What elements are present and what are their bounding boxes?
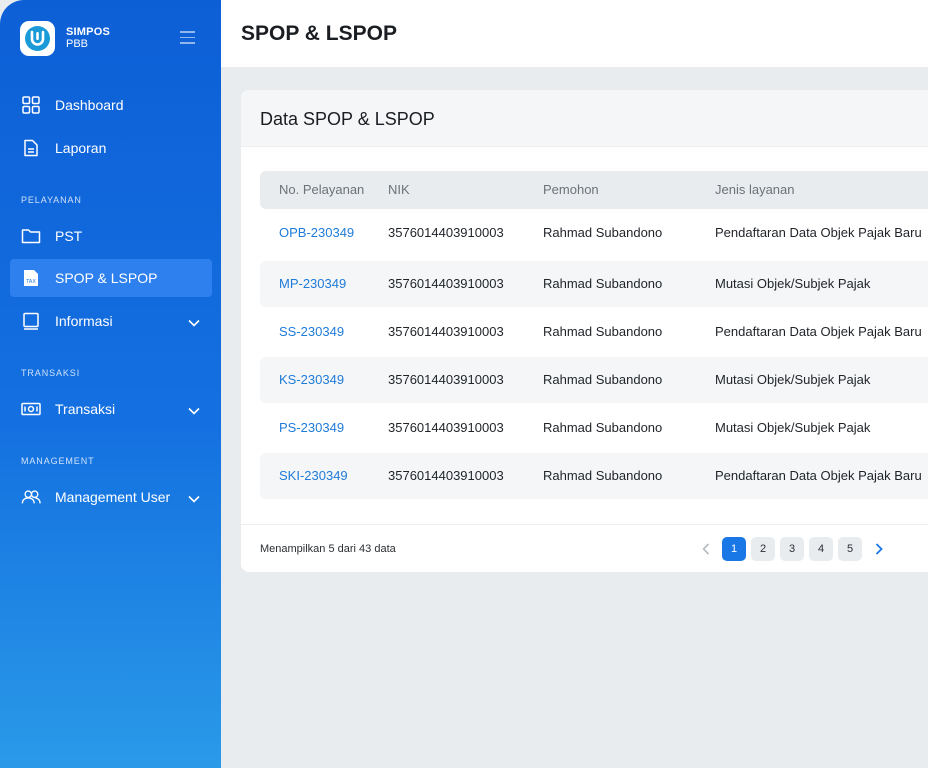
column-header: No. Pelayanan (279, 182, 365, 197)
applicant-cell: Rahmad Subandono (543, 225, 663, 240)
table-row[interactable]: SS-230349 3576014403910003 Rahmad Suband… (260, 309, 928, 355)
table-row[interactable]: PS-230349 3576014403910003 Rahmad Suband… (260, 405, 928, 451)
service-number-link[interactable]: MP-230349 (279, 276, 347, 291)
sidebar-item-transaksi[interactable]: Transaksi (10, 390, 212, 428)
column-header: NIK (388, 182, 410, 197)
card-footer: Menampilkan 5 dari 43 data 1 2 3 4 5 (241, 524, 928, 572)
document-icon (21, 138, 41, 158)
topbar: SPOP & LSPOP (221, 0, 928, 67)
pagination: 1 2 3 4 5 (695, 537, 890, 561)
section-label-pelayanan: PELAYANAN (21, 195, 82, 205)
chevron-down-icon (188, 402, 200, 418)
sidebar-item-laporan[interactable]: Laporan (10, 129, 212, 167)
sidebar-item-informasi[interactable]: Informasi (10, 302, 212, 340)
service-number-link[interactable]: SKI-230349 (279, 468, 348, 483)
service-type-cell: Mutasi Objek/Subjek Pajak (715, 420, 871, 435)
chevron-down-icon (188, 490, 200, 506)
card-title: Data SPOP & LSPOP (260, 109, 435, 129)
hamburger-menu-icon[interactable] (180, 31, 195, 48)
service-number-link[interactable]: SS-230349 (279, 324, 345, 339)
page-button-1[interactable]: 1 (722, 537, 746, 561)
applicant-cell: Rahmad Subandono (543, 420, 663, 435)
service-type-cell: Pendaftaran Data Objek Pajak Baru (715, 468, 922, 483)
svg-text:TAX: TAX (25, 279, 36, 285)
brand-sub: PBB (66, 38, 89, 50)
brand-name: SIMPOS (66, 26, 110, 38)
nik-cell: 3576014403910003 (388, 372, 504, 387)
column-header: Pemohon (543, 182, 599, 197)
service-type-cell: Mutasi Objek/Subjek Pajak (715, 372, 871, 387)
column-header: Jenis layanan (715, 182, 795, 197)
chevron-right-icon[interactable] (868, 537, 890, 561)
service-number-link[interactable]: KS-230349 (279, 372, 345, 387)
chevron-left-icon[interactable] (695, 537, 717, 561)
service-type-cell: Mutasi Objek/Subjek Pajak (715, 276, 871, 291)
sidebar-item-label: Informasi (55, 313, 113, 329)
sidebar-item-management-user[interactable]: Management User (10, 478, 212, 516)
table-row[interactable]: KS-230349 3576014403910003 Rahmad Suband… (260, 357, 928, 403)
nik-cell: 3576014403910003 (388, 225, 504, 240)
page-button-3[interactable]: 3 (780, 537, 804, 561)
sidebar-item-label: Laporan (55, 140, 107, 156)
page-button-2[interactable]: 2 (751, 537, 775, 561)
applicant-cell: Rahmad Subandono (543, 468, 663, 483)
data-card: Data SPOP & LSPOP No. Pelayanan NIK Pemo… (241, 90, 928, 572)
service-type-cell: Pendaftaran Data Objek Pajak Baru (715, 225, 922, 240)
sidebar-item-label: SPOP & LSPOP (55, 270, 158, 286)
money-icon (21, 399, 41, 419)
applicant-cell: Rahmad Subandono (543, 324, 663, 339)
service-type-cell: Pendaftaran Data Objek Pajak Baru (715, 324, 922, 339)
applicant-cell: Rahmad Subandono (543, 372, 663, 387)
grid-icon (21, 95, 41, 115)
nik-cell: 3576014403910003 (388, 276, 504, 291)
sidebar-item-pst[interactable]: PST (10, 217, 212, 255)
card-header: Data SPOP & LSPOP (241, 90, 928, 147)
sidebar: SIMPOS PBB Dashboard Laporan PELAYANAN (0, 0, 221, 768)
tax-document-icon: TAX (21, 268, 41, 288)
book-icon (21, 311, 41, 331)
users-icon (21, 487, 41, 507)
sidebar-item-label: Transaksi (55, 401, 116, 417)
table-row[interactable]: OPB-230349 3576014403910003 Rahmad Suban… (260, 210, 928, 256)
page-button-5[interactable]: 5 (838, 537, 862, 561)
sidebar-item-label: Dashboard (55, 97, 124, 113)
sidebar-item-label: Management User (55, 489, 171, 505)
applicant-cell: Rahmad Subandono (543, 276, 663, 291)
section-label-transaksi: TRANSAKSI (21, 368, 81, 378)
pagination-summary: Menampilkan 5 dari 43 data (260, 543, 396, 555)
folder-icon (21, 226, 41, 246)
table-row[interactable]: MP-230349 3576014403910003 Rahmad Suband… (260, 261, 928, 307)
sidebar-item-spop-lspop[interactable]: TAX SPOP & LSPOP (10, 259, 212, 297)
nik-cell: 3576014403910003 (388, 468, 504, 483)
nik-cell: 3576014403910003 (388, 324, 504, 339)
section-label-management: MANAGEMENT (21, 456, 95, 466)
brand[interactable]: SIMPOS PBB (20, 21, 110, 56)
chevron-down-icon (188, 314, 200, 330)
table-header: No. Pelayanan NIK Pemohon Jenis layanan (260, 171, 928, 209)
service-number-link[interactable]: OPB-230349 (279, 225, 355, 240)
service-number-link[interactable]: PS-230349 (279, 420, 345, 435)
table-row[interactable]: SKI-230349 3576014403910003 Rahmad Suban… (260, 453, 928, 499)
page-title: SPOP & LSPOP (241, 22, 397, 45)
nik-cell: 3576014403910003 (388, 420, 504, 435)
sidebar-item-label: PST (55, 228, 83, 244)
sidebar-item-dashboard[interactable]: Dashboard (10, 86, 212, 124)
brand-logo-icon (20, 21, 55, 56)
page-button-4[interactable]: 4 (809, 537, 833, 561)
